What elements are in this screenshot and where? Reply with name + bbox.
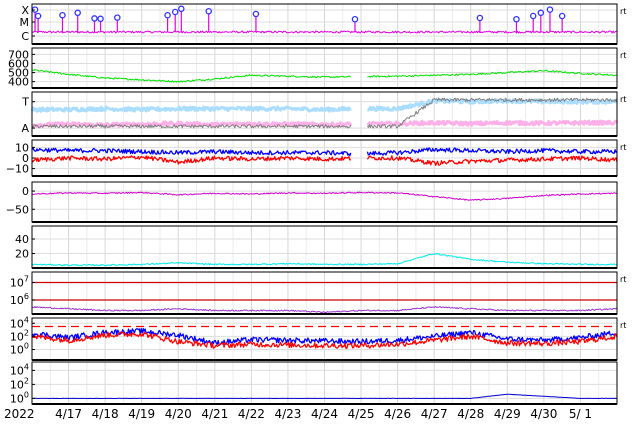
flare-marker (34, 12, 42, 20)
series-line (31, 331, 618, 349)
right-label: rt (620, 321, 626, 330)
x-tick-label: 4/24 (311, 407, 338, 421)
flare-marker (114, 14, 121, 21)
right-label: rt (620, 51, 626, 60)
flare-marker (476, 14, 484, 22)
x-tick-label: 4/29 (494, 407, 521, 421)
y-tick-label: 20 (15, 248, 29, 261)
series-line (31, 306, 618, 314)
x-tick-label: 4/22 (238, 407, 265, 421)
x-tick-label: 4/23 (274, 407, 301, 421)
y-tick-label: 0 (22, 185, 29, 198)
y-tick-label: 107 (10, 275, 29, 290)
flare-marker (97, 15, 104, 23)
flare-marker (91, 15, 98, 22)
y-tick-label: 106 (10, 292, 29, 307)
x-tick-label: 4/26 (384, 407, 411, 421)
y-tick-label: −10 (6, 163, 29, 176)
x-tick-label: 4/27 (421, 407, 448, 421)
y-tick-label: C (21, 30, 29, 43)
series-line (31, 191, 618, 201)
series-line (31, 147, 618, 157)
flare-marker (546, 6, 554, 13)
x-tick-label: 4/30 (530, 407, 557, 421)
y-tick-label: 10 (15, 141, 29, 154)
y-tick-label: 400 (8, 76, 29, 89)
x-tick-label: 4/19 (128, 407, 155, 421)
flare-marker (171, 8, 179, 16)
x-tick-label: 5/ 1 (569, 407, 592, 421)
flare-marker (178, 5, 185, 13)
x-tick-label: 4/18 (92, 407, 119, 421)
y-tick-label: X (21, 4, 29, 17)
flare-marker (205, 7, 212, 15)
flare-marker (59, 11, 66, 19)
y-tick-label: 700 (8, 48, 29, 61)
right-label: rt (620, 143, 626, 152)
y-tick-label: 102 (10, 376, 29, 391)
x-tick-label: 4/25 (348, 407, 375, 421)
series-line (31, 155, 618, 166)
y-tick-label: 500 (8, 67, 29, 80)
series-line (31, 327, 618, 346)
frame-layer (31, 3, 618, 405)
series-line (32, 393, 618, 399)
right-label: rt (620, 275, 626, 284)
y-tick-label: 0 (22, 152, 29, 165)
flare-marker (513, 15, 520, 23)
flare-marker (537, 9, 545, 17)
x-tick-label: 4/17 (55, 407, 82, 421)
series-line (31, 68, 618, 83)
y-tick-label: 100 (10, 390, 29, 405)
right-label: rt (620, 7, 626, 16)
flare-marker (351, 15, 359, 23)
y-tick-label: A (21, 122, 29, 135)
flare-marker (558, 12, 566, 20)
y-tick-label: −50 (6, 203, 29, 216)
y-tick-label: 104 (10, 362, 29, 377)
year-label: 2022 (4, 407, 35, 421)
flare-marker (252, 10, 260, 18)
flare-marker (74, 9, 81, 17)
label-layer: 4/17 4/18 4/19 4/20 4/21 4/22 4/23 4/24 4/25 4/26… (6, 4, 627, 421)
series-layer (30, 5, 619, 399)
series-line (31, 119, 619, 129)
x-tick-label: 4/20 (165, 407, 192, 421)
y-tick-label: T (21, 96, 29, 109)
y-tick-label: 40 (15, 233, 29, 246)
right-label: rt (620, 95, 626, 104)
flare-marker (164, 11, 171, 19)
y-tick-label: M (20, 16, 30, 29)
flare-marker (529, 12, 537, 20)
x-tick-label: 4/28 (457, 407, 484, 421)
series-line (31, 30, 618, 34)
y-tick-label: 600 (8, 57, 29, 70)
x-tick-label: 4/21 (201, 407, 228, 421)
series-line (31, 252, 618, 267)
series-line (31, 97, 618, 129)
y-tick-label: 100 (10, 342, 29, 357)
